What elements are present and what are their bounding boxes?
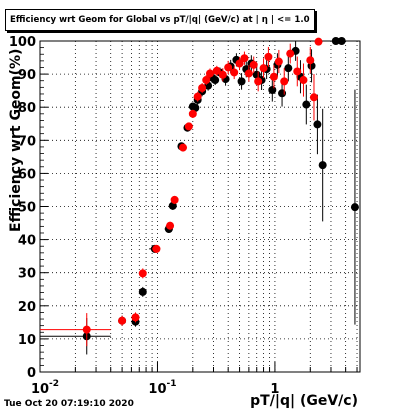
data-point [254, 77, 263, 86]
data-point [299, 76, 308, 85]
chart-title: Efficiency wrt Geom for Global vs pT/|q|… [5, 9, 315, 31]
y-tick-label: 10 [18, 333, 36, 348]
data-point [278, 89, 287, 98]
data-point [269, 72, 278, 81]
data-point [205, 69, 214, 78]
data-point [170, 195, 179, 204]
data-point [274, 57, 283, 66]
data-point [331, 37, 340, 45]
data-point [224, 63, 233, 72]
data-point [302, 100, 311, 109]
series-black [40, 37, 359, 355]
data-point [244, 69, 253, 78]
data-point [252, 70, 261, 79]
data-point [166, 221, 175, 230]
data-point [309, 93, 318, 102]
data-point [259, 64, 268, 73]
data-point [138, 287, 147, 296]
data-point [118, 316, 127, 325]
y-tick-label: 50 [18, 201, 36, 216]
axis-ticks [39, 40, 358, 373]
x-tick-label: 10 [31, 382, 49, 397]
data-point [193, 92, 202, 101]
data-point [202, 76, 211, 85]
x-tick-exponent: -2 [49, 379, 59, 389]
data-point [293, 67, 302, 76]
y-tick-label: 90 [18, 68, 36, 83]
data-point [306, 56, 315, 65]
data-point [264, 52, 273, 61]
data-point [249, 60, 258, 69]
data-point [211, 76, 220, 85]
data-point [318, 161, 327, 170]
x-tick-labels: 10 -2 10 -1 1 [31, 379, 279, 397]
data-point [350, 203, 359, 212]
data-point [212, 66, 221, 75]
data-point [240, 54, 249, 63]
y-tick-label: 20 [18, 300, 36, 315]
timestamp-footer: Tue Oct 20 07:19:10 2020 [4, 399, 134, 409]
data-point [179, 143, 188, 152]
data-point [218, 70, 227, 79]
y-tick-label: 80 [18, 101, 36, 116]
data-point [313, 120, 322, 129]
data-point [138, 269, 147, 278]
y-tick-label: 100 [9, 35, 36, 50]
data-point [184, 122, 193, 131]
data-point [314, 37, 323, 46]
data-point [188, 109, 197, 118]
data-point [198, 84, 207, 93]
data-point [131, 313, 140, 322]
data-point [82, 325, 91, 334]
data-point [280, 77, 289, 86]
data-point [230, 68, 239, 77]
data-point [337, 37, 346, 45]
data-point [284, 64, 293, 73]
data-point [286, 49, 295, 58]
x-tick-exponent: -1 [166, 379, 176, 389]
y-tick-labels: 0 10 20 30 40 50 60 70 80 90 100 [9, 35, 36, 381]
data-point [268, 85, 277, 94]
y-tick-label: 0 [27, 366, 36, 381]
y-tick-label: 60 [18, 167, 36, 182]
y-tick-label: 40 [18, 234, 36, 249]
data-point [152, 244, 161, 253]
x-tick-label: 1 [270, 382, 279, 397]
y-tick-label: 70 [18, 134, 36, 149]
x-tick-label: 10 [148, 382, 166, 397]
grid-lines [40, 41, 360, 372]
y-tick-label: 30 [18, 267, 36, 282]
y-axis-label: Efficiency wrt Geom(%) [8, 49, 24, 232]
x-axis-label: pT/|q| (GeV/c) [250, 393, 358, 409]
data-point [237, 77, 246, 86]
series-red [40, 37, 323, 347]
data-point [235, 59, 244, 68]
